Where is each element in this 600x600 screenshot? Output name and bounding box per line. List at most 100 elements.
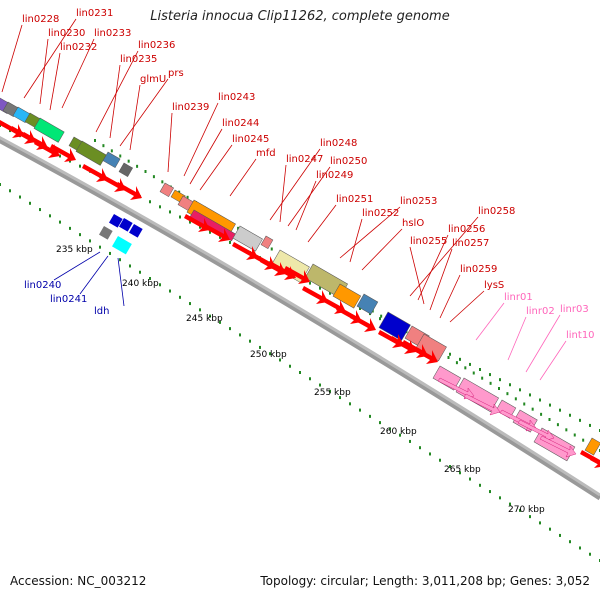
leader-line: [269, 148, 321, 221]
gene-arrow-red[interactable]: [270, 262, 296, 280]
scale-tick: [519, 508, 521, 512]
scale-tick: [469, 362, 471, 366]
scale-label: 250 kbp: [250, 350, 287, 360]
scale-tick: [489, 373, 491, 377]
scale-tick: [439, 458, 441, 462]
gene-feature-box[interactable]: [232, 225, 263, 252]
gene-arrow-pink[interactable]: [539, 435, 577, 458]
gene-label: lin0231: [76, 8, 113, 19]
scale-tick: [559, 408, 561, 412]
gene-arrow-red[interactable]: [580, 450, 600, 468]
gene-label: lin0236: [138, 40, 175, 51]
leader-line: [129, 84, 141, 151]
scale-tick: [559, 533, 561, 537]
gene-arrow-red[interactable]: [350, 314, 376, 332]
gene-feature-box[interactable]: [118, 162, 134, 178]
scale-tick: [447, 356, 450, 359]
gene-arrow-red[interactable]: [116, 182, 142, 200]
scale-tick: [569, 540, 571, 544]
scale-tick: [219, 320, 221, 324]
gene-arrow-red[interactable]: [50, 144, 76, 162]
leader-line: [189, 128, 223, 185]
scale-tick: [449, 465, 451, 468]
scale-label: 255 kbp: [314, 388, 351, 398]
scale-tick: [119, 258, 121, 262]
scale-tick: [139, 270, 141, 274]
gene-feature-box[interactable]: [75, 140, 107, 166]
scale-tick: [152, 175, 155, 179]
gene-arrow-pink[interactable]: [517, 419, 555, 442]
gene-feature-box[interactable]: [260, 235, 274, 250]
scale-tick: [259, 345, 261, 349]
scale-tick: [489, 381, 492, 385]
gene-arrow-red[interactable]: [34, 140, 60, 158]
gene-label: lin0247: [286, 154, 323, 165]
gene-label: lin0244: [222, 118, 259, 129]
leader-line: [79, 255, 109, 295]
gene-feature-box[interactable]: [332, 283, 362, 309]
scale-tick: [109, 251, 111, 255]
scale-label: 235 kbp: [56, 245, 93, 255]
scale-tick: [0, 124, 1, 127]
scale-tick: [79, 164, 81, 168]
gene-arrow-blue[interactable]: [118, 217, 133, 232]
gene-feature-box[interactable]: [584, 437, 600, 456]
scale-tick: [209, 230, 211, 234]
scale-tick: [127, 159, 130, 163]
gene-arrow-red[interactable]: [204, 224, 230, 242]
gene-arrow-red[interactable]: [284, 266, 310, 284]
scale-tick: [479, 368, 481, 371]
scale-tick: [159, 205, 161, 209]
leader-line: [49, 52, 61, 111]
scale-tick: [144, 170, 147, 173]
gene-feature-box[interactable]: [378, 311, 411, 341]
leader-line: [183, 102, 219, 177]
gene-feature-box[interactable]: [159, 182, 175, 198]
gene-arrow-blue[interactable]: [111, 236, 132, 255]
scale-tick: [189, 302, 191, 306]
leader-line: [39, 38, 49, 105]
gene-label: prs: [168, 68, 184, 79]
gene-label: lin0253: [400, 196, 437, 207]
gene-label: lin0255: [410, 236, 447, 247]
scale-label: 245 kbp: [186, 314, 223, 324]
scale-tick: [379, 317, 381, 321]
scale-labels: 235 kbp 240 kbp 245 kbp 250 kbp 255 kbp 260 k…: [56, 245, 545, 515]
scale-tick: [229, 240, 231, 244]
gene-arrow-red[interactable]: [390, 336, 416, 354]
scale-tick: [94, 139, 96, 142]
scale-tick: [579, 418, 581, 422]
gene-feature-box[interactable]: [356, 293, 379, 315]
scale-tick: [309, 377, 311, 381]
gene-label: hslO: [402, 218, 424, 229]
scale-tick: [509, 383, 511, 387]
gene-feature-box[interactable]: [33, 117, 65, 143]
gene-feature-box[interactable]: [432, 365, 462, 391]
map-title: Listeria innocua Clip11262, complete gen…: [150, 9, 450, 24]
scale-tick: [199, 308, 201, 312]
scale-tick: [161, 180, 164, 184]
gene-arrow-red[interactable]: [590, 456, 600, 474]
leader-line: [287, 166, 331, 227]
scale-tick: [489, 490, 491, 494]
gene-arrow-blue[interactable]: [129, 223, 143, 238]
scale-tick: [319, 383, 321, 387]
topology-summary: Topology: circular; Length: 3,011,208 bp…: [260, 574, 590, 588]
leader-line: [119, 78, 169, 147]
gene-arrow-blue[interactable]: [99, 226, 113, 240]
scale-tick: [509, 502, 511, 506]
gene-features: [0, 97, 600, 474]
gene-arrow-red[interactable]: [184, 214, 210, 232]
scale-tick: [548, 418, 551, 421]
gene-label: linr03: [560, 304, 589, 315]
gene-arrow-pink[interactable]: [463, 393, 501, 416]
scale-tick: [279, 358, 281, 362]
gene-arrow-blue[interactable]: [109, 214, 123, 228]
scale-tick: [179, 215, 181, 219]
gene-arrow-red[interactable]: [412, 346, 438, 364]
gene-feature-box[interactable]: [102, 151, 121, 169]
leader-line: [475, 302, 505, 341]
scale-tick: [409, 439, 411, 443]
leader-line: [449, 290, 485, 323]
scale-tick: [529, 393, 531, 397]
